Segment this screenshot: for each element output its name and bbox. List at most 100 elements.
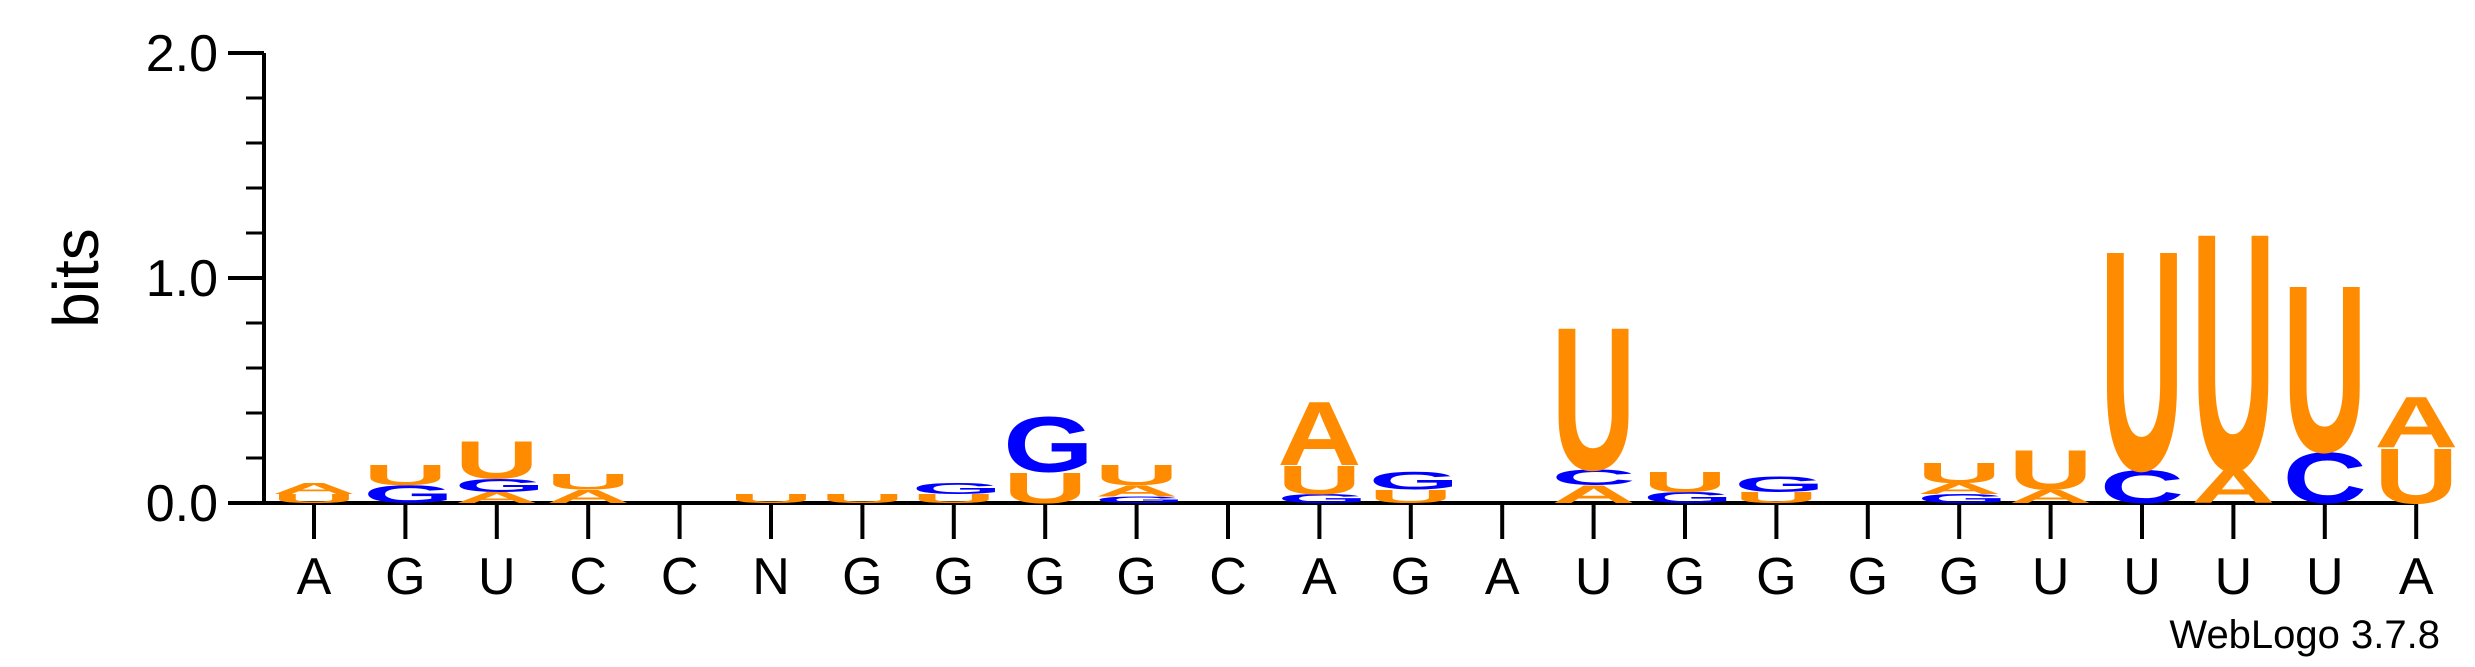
logo-letter-u: U — [2374, 433, 2458, 521]
x-tick-label: C — [1209, 548, 1247, 606]
logo-letter-g: G — [912, 480, 1002, 498]
svg-text:U: U — [912, 492, 996, 506]
logo-letter-u: U — [820, 492, 904, 506]
svg-text:G: G — [1643, 489, 1733, 507]
svg-text:U: U — [729, 492, 813, 506]
logo-letter-u: U — [272, 492, 356, 506]
logo-letter-g: G — [1369, 467, 1459, 495]
logo-letter-a: A — [1095, 482, 1179, 500]
weblogo-credit: WebLogo 3.7.8 — [2169, 613, 2440, 657]
logo-letter-u: U — [455, 430, 539, 490]
logo-letter-a: A — [1552, 480, 1636, 508]
logo-letter-g: G — [1643, 489, 1733, 507]
logo-letter-u: U — [1552, 286, 1636, 513]
logo-letter-a: A — [2374, 381, 2458, 462]
logo-letter-a: A — [455, 489, 539, 507]
svg-text:U: U — [2374, 433, 2458, 521]
logo-letter-u: U — [1095, 459, 1179, 491]
svg-text:U: U — [1369, 486, 1453, 507]
logo-letter-u: U — [1369, 486, 1453, 507]
x-tick-label: C — [569, 548, 607, 606]
x-tick-label: G — [1665, 548, 1705, 606]
x-tick-label: U — [2306, 548, 2344, 606]
x-tick-label: U — [478, 548, 516, 606]
svg-text:U: U — [2100, 187, 2184, 537]
x-tick-label: U — [1575, 548, 1613, 606]
svg-text:A: A — [2009, 486, 2093, 507]
logo-letter-a: A — [1277, 383, 1361, 485]
logo-letter-u: U — [2009, 439, 2093, 502]
svg-text:U: U — [363, 459, 447, 491]
svg-text:U: U — [1277, 457, 1361, 502]
logo-letter-u: U — [1003, 463, 1087, 513]
logo-letter-a: A — [2009, 486, 2093, 507]
x-tick-label: N — [752, 548, 790, 606]
svg-text:G: G — [1095, 495, 1185, 506]
svg-text:G: G — [455, 475, 546, 496]
x-tick-label: G — [842, 548, 882, 606]
svg-text:G: G — [1734, 472, 1824, 497]
svg-text:U: U — [272, 492, 356, 506]
logo-letter-u: U — [2191, 162, 2275, 542]
svg-text:U: U — [455, 430, 539, 490]
logo-letter-u: U — [1643, 466, 1727, 498]
x-tick-label: U — [2032, 548, 2070, 606]
svg-text:C: C — [2283, 437, 2367, 518]
svg-text:A: A — [546, 486, 630, 507]
svg-text:U: U — [1917, 457, 2001, 489]
logo-letter-a: A — [272, 480, 356, 498]
svg-text:A: A — [2191, 461, 2275, 514]
logo-letter-a: A — [546, 486, 630, 507]
svg-text:G: G — [1003, 401, 1093, 489]
logo-letter-u: U — [1734, 489, 1818, 507]
logo-letter-u: U — [729, 492, 813, 506]
logo-letter-g: G — [1003, 401, 1093, 489]
svg-text:G: G — [1369, 467, 1459, 495]
x-tick-label: C — [661, 548, 699, 606]
y-axis-label: bits — [40, 228, 112, 328]
svg-text:A: A — [455, 489, 539, 507]
svg-text:A: A — [1917, 480, 2001, 498]
svg-text:U: U — [2283, 235, 2367, 502]
x-tick-label: A — [1485, 548, 1520, 606]
logo-letter-u: U — [1917, 457, 2001, 489]
svg-text:U: U — [1003, 463, 1087, 513]
x-tick-label: G — [934, 548, 974, 606]
svg-text:U: U — [1552, 286, 1636, 513]
svg-text:U: U — [1095, 459, 1179, 491]
svg-text:U: U — [2191, 162, 2275, 542]
x-tick-label: A — [2399, 548, 2434, 606]
logo-letter-g: G — [363, 480, 453, 508]
logo-letter-u: U — [2100, 187, 2184, 537]
logo-letter-a: A — [1917, 480, 2001, 498]
x-tick-label: G — [1756, 548, 1796, 606]
svg-text:U: U — [820, 492, 904, 506]
svg-text:A: A — [2374, 381, 2458, 462]
logo-letter-c: C — [1552, 465, 1636, 490]
logo-letter-g: G — [1734, 472, 1824, 497]
y-tick-label: 0.0 — [146, 475, 218, 533]
svg-text:U: U — [2009, 439, 2093, 502]
svg-text:U: U — [1643, 466, 1727, 498]
x-tick-label: G — [1391, 548, 1431, 606]
x-tick-label: U — [2123, 548, 2161, 606]
x-tick-label: G — [385, 548, 425, 606]
x-tick-label: G — [1848, 548, 1888, 606]
svg-text:C: C — [1552, 465, 1636, 490]
logo-letter-g: G — [1917, 492, 2007, 506]
logo-letter-c: C — [2283, 437, 2367, 518]
logo-letter-u: U — [2283, 235, 2367, 502]
svg-text:U: U — [546, 470, 630, 495]
y-tick-label: 1.0 — [146, 250, 218, 308]
logo-letter-u: U — [1277, 457, 1361, 502]
logo-letter-u: U — [546, 470, 630, 495]
svg-text:G: G — [1917, 492, 2007, 506]
logo-letter-c: C — [2100, 461, 2184, 514]
logo-letter-g: G — [1095, 495, 1185, 506]
logo-letter-u: U — [912, 492, 996, 506]
svg-text:G: G — [912, 480, 1002, 498]
svg-text:C: C — [2100, 461, 2184, 514]
